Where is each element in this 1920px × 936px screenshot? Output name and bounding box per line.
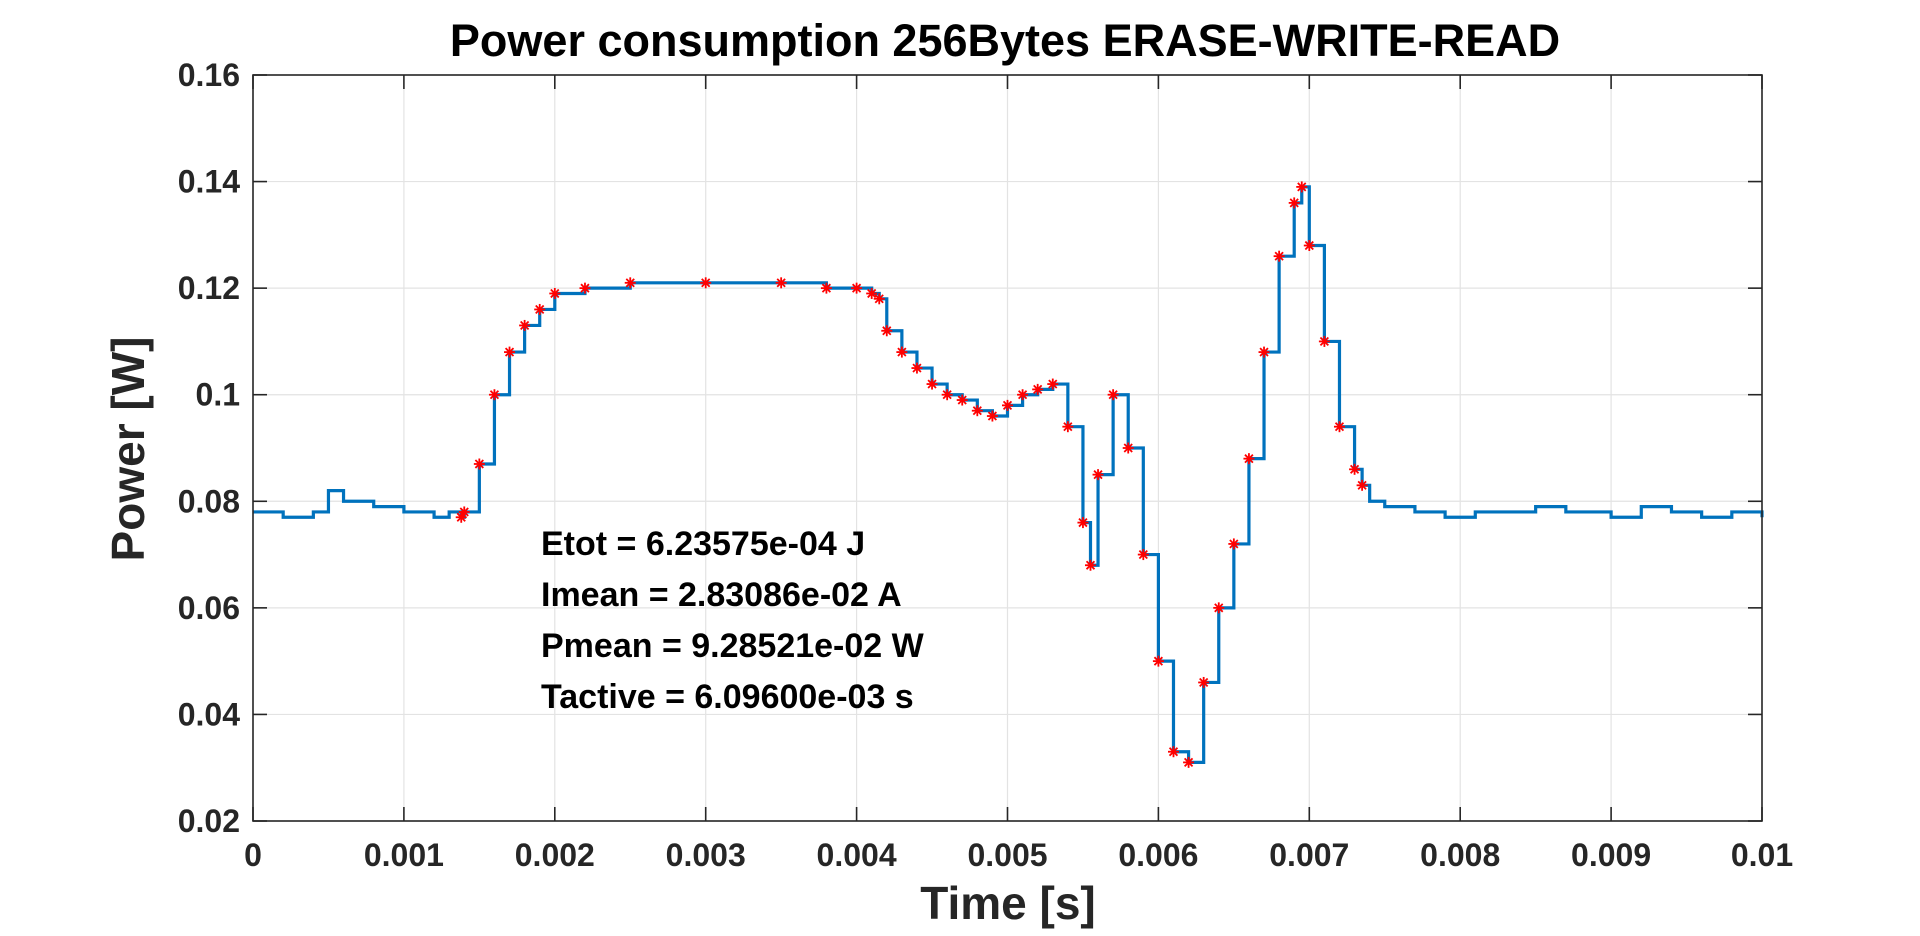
annotation-imean: Imean = 2.83086e-02 A <box>541 576 902 614</box>
asterisk-marker <box>911 362 923 374</box>
asterisk-marker <box>1062 421 1074 433</box>
chart-title: Power consumption 256Bytes ERASE-WRITE-R… <box>450 15 1560 66</box>
y-axis-label: Power [W] <box>102 337 154 562</box>
asterisk-marker <box>1303 240 1315 252</box>
asterisk-marker <box>1258 346 1270 358</box>
y-tick-label: 0.02 <box>178 803 240 839</box>
x-tick-label: 0.006 <box>1118 837 1198 873</box>
asterisk-marker <box>549 287 561 299</box>
asterisk-marker <box>1047 378 1059 390</box>
asterisk-marker <box>458 506 470 518</box>
asterisk-marker <box>488 389 500 401</box>
x-tick-label: 0.002 <box>515 837 595 873</box>
asterisk-marker <box>881 325 893 337</box>
asterisk-marker <box>504 346 516 358</box>
asterisk-marker <box>896 346 908 358</box>
x-tick-label: 0.01 <box>1731 837 1793 873</box>
y-tick-label: 0.16 <box>178 57 240 93</box>
asterisk-marker <box>1032 383 1044 395</box>
asterisk-marker <box>534 303 546 315</box>
asterisk-marker <box>1122 442 1134 454</box>
active-window-markers <box>455 181 1368 768</box>
y-tick-label: 0.06 <box>178 590 240 626</box>
asterisk-marker <box>1349 463 1361 475</box>
stats-annotations: Etot = 6.23575e-04 J Imean = 2.83086e-02… <box>541 525 925 716</box>
x-tick-label: 0.007 <box>1269 837 1349 873</box>
asterisk-marker <box>1092 469 1104 481</box>
annotation-etot: Etot = 6.23575e-04 J <box>541 525 865 563</box>
y-tick-label: 0.1 <box>196 377 240 413</box>
asterisk-marker <box>1002 399 1013 411</box>
asterisk-marker <box>1243 453 1255 465</box>
asterisk-marker <box>1288 197 1300 209</box>
x-tick-label: 0 <box>244 837 262 873</box>
asterisk-marker <box>1167 746 1179 758</box>
asterisk-marker <box>1107 389 1119 401</box>
asterisk-marker <box>473 458 485 470</box>
asterisk-marker <box>519 319 531 331</box>
asterisk-marker <box>1273 250 1285 262</box>
asterisk-marker <box>1213 602 1225 614</box>
y-tick-label: 0.08 <box>178 483 240 519</box>
asterisk-marker <box>986 410 998 422</box>
asterisk-marker <box>820 282 832 294</box>
y-tick-label: 0.14 <box>178 164 240 200</box>
x-axis-ticks: 0 0.001 0.002 0.003 0.004 0.005 0.006 0.007 0.00… <box>244 75 1793 873</box>
asterisk-marker <box>1198 676 1210 688</box>
y-axis-ticks: 0.02 0.04 0.06 0.08 0.1 0.12 0.14 0.16 <box>178 57 1762 839</box>
asterisk-marker <box>1017 389 1029 401</box>
asterisk-marker <box>1137 549 1149 561</box>
asterisk-marker <box>1183 756 1195 768</box>
asterisk-marker <box>941 389 953 401</box>
asterisk-marker <box>1228 538 1240 550</box>
asterisk-marker <box>873 293 885 305</box>
asterisk-marker <box>1077 517 1089 529</box>
asterisk-marker <box>1152 655 1164 667</box>
asterisk-marker <box>1296 181 1308 193</box>
x-axis-label: Time [s] <box>920 877 1096 929</box>
asterisk-marker <box>971 405 983 417</box>
x-tick-label: 0.004 <box>817 837 897 873</box>
x-tick-label: 0.009 <box>1571 837 1651 873</box>
annotation-tactive: Tactive = 6.09600e-03 s <box>541 678 914 716</box>
asterisk-marker <box>851 282 863 294</box>
y-tick-label: 0.12 <box>178 270 240 306</box>
asterisk-marker <box>1318 335 1330 347</box>
grid <box>252 74 1763 822</box>
asterisk-marker <box>700 277 712 289</box>
asterisk-marker <box>926 378 938 390</box>
asterisk-marker <box>956 394 968 406</box>
x-tick-label: 0.008 <box>1420 837 1500 873</box>
asterisk-marker <box>624 277 636 289</box>
x-tick-label: 0.001 <box>364 837 444 873</box>
annotation-pmean: Pmean = 9.28521e-02 W <box>541 627 925 665</box>
asterisk-marker <box>866 287 878 299</box>
asterisk-marker <box>1333 421 1345 433</box>
asterisk-marker <box>1356 479 1368 491</box>
asterisk-marker <box>1084 559 1096 571</box>
asterisk-marker <box>579 282 591 294</box>
y-tick-label: 0.04 <box>178 696 240 732</box>
x-tick-label: 0.005 <box>967 837 1047 873</box>
asterisk-marker <box>775 277 787 289</box>
x-tick-label: 0.003 <box>666 837 746 873</box>
